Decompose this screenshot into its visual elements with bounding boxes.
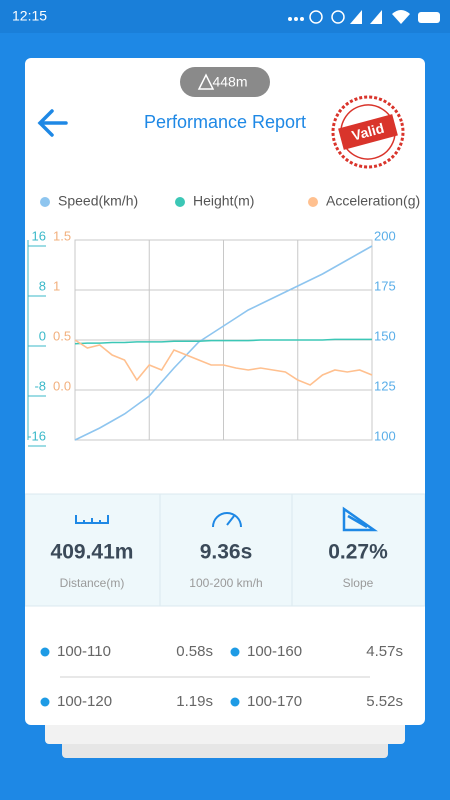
split-range: 100-170: [247, 693, 302, 710]
stat-label: Slope: [343, 576, 374, 590]
chart: Speed(km/h) Height(m) Acceleration(g) 16 8 0 -…: [27, 193, 420, 447]
series-line: [74, 338, 372, 345]
splits: 100-110 0.58s 100-160 4.57s 100-120 1.19s 100-…: [40, 643, 403, 710]
stat-label: Distance(m): [60, 576, 125, 590]
tick-label: 125: [374, 378, 396, 393]
tick-label: 1: [53, 278, 60, 293]
split-range: 100-160: [247, 643, 302, 660]
distance-icon: [75, 515, 109, 524]
badge-text: 448m: [212, 74, 247, 90]
split-time: 1.19s: [176, 693, 213, 710]
status-bar: [0, 0, 450, 33]
stat-value: 9.36s: [200, 541, 253, 564]
split-dot: [230, 697, 240, 707]
split-dot: [40, 647, 50, 657]
speed-icon: [212, 512, 242, 528]
series-line: [74, 339, 373, 386]
legend-dot: [308, 197, 318, 207]
split-time: 5.52s: [366, 693, 403, 710]
legend-label: Speed(km/h): [58, 193, 138, 209]
stat-label: 100-200 km/h: [189, 576, 262, 590]
tick-label: 175: [374, 278, 396, 293]
tick-label: 16: [32, 228, 46, 243]
tick-label: 8: [39, 278, 46, 293]
tick-label: 0.5: [53, 328, 71, 343]
tick-label: 150: [374, 328, 396, 343]
series-line: [74, 245, 373, 441]
tick-label: -8: [34, 378, 46, 393]
stat-value: 0.27%: [328, 541, 388, 564]
tick-label: 0.0: [53, 378, 71, 393]
tick-label: -16: [27, 428, 46, 443]
legend-dot: [175, 197, 185, 207]
status-time: 12:15: [12, 8, 47, 24]
badge-icon: [197, 73, 215, 90]
valid-stamp: Valid: [331, 95, 405, 169]
tick-label: 1.5: [53, 228, 71, 243]
slope-icon: [342, 506, 378, 532]
split-time: 4.57s: [366, 643, 403, 660]
stack-card-mid: [45, 720, 405, 744]
split-dot: [230, 647, 240, 657]
split-range: 100-110: [57, 643, 111, 660]
tick-label: 200: [374, 228, 396, 243]
tick-label: 0: [39, 328, 46, 343]
tick-label: 100: [374, 428, 396, 443]
legend-label: Height(m): [193, 193, 254, 209]
status-icons: [288, 10, 440, 24]
split-dot: [40, 697, 50, 707]
legend-dot: [40, 197, 50, 207]
back-button[interactable]: [37, 109, 68, 137]
split-time: 0.58s: [176, 643, 213, 660]
page-title: Performance Report: [144, 112, 306, 132]
speed-icon-needle: [226, 515, 235, 526]
legend-label: Acceleration(g): [326, 193, 420, 209]
split-range: 100-120: [57, 693, 112, 710]
stats: 409.41m Distance(m) 9.36s 100-200 km/h 0.27%…: [51, 541, 389, 591]
stat-value: 409.41m: [51, 541, 134, 564]
card: [25, 58, 425, 725]
